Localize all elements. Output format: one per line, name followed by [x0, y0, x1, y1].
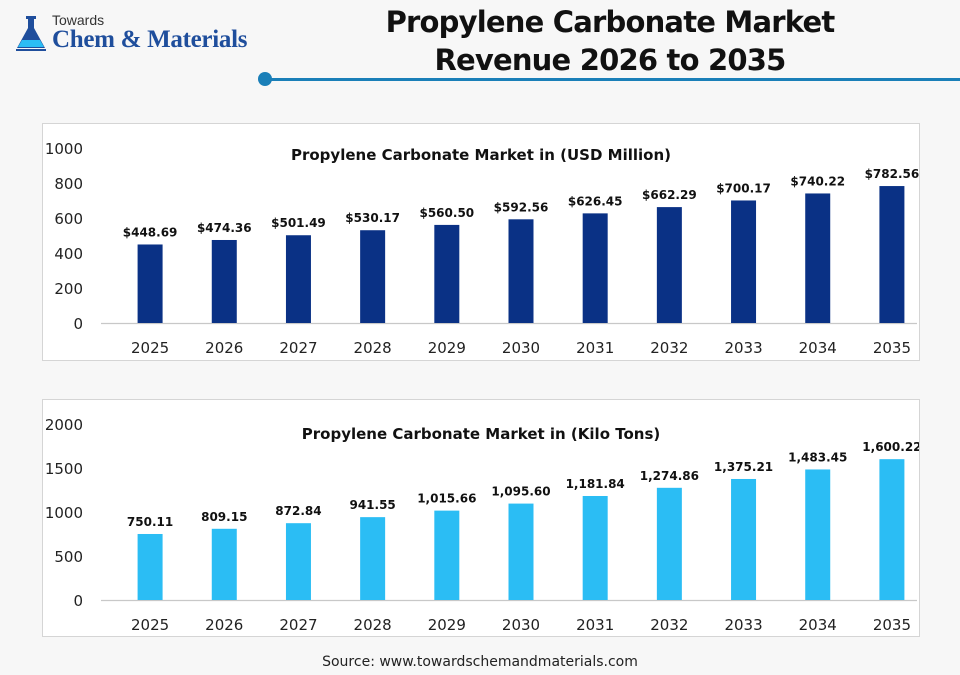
bar: [211, 239, 237, 323]
volume-chart-panel: 0 500 1000 1500 2000 Propylene Carbonate Mark…: [42, 399, 920, 637]
data-label: $782.56: [865, 167, 919, 181]
revenue-chart-panel: 0 200 400 600 800 1000 Propylene Carbonate Mar…: [42, 123, 920, 361]
x-tick-label: 2032: [650, 616, 688, 634]
y-tick-label: 1000: [45, 140, 83, 158]
bar: [656, 207, 682, 323]
bar: [731, 200, 757, 323]
y-tick-label: 0: [73, 315, 83, 333]
bar: [656, 487, 682, 600]
y-tick-label: 800: [54, 175, 83, 193]
bar: [434, 224, 460, 323]
bar: [879, 186, 905, 323]
x-tick-label: 2025: [131, 339, 169, 357]
x-tick-label: 2026: [205, 339, 243, 357]
x-tick-label: 2025: [131, 616, 169, 634]
data-label: 1,274.86: [640, 469, 699, 483]
bar: [582, 213, 608, 323]
data-label: 750.11: [127, 515, 173, 529]
data-label: 1,015.66: [417, 492, 476, 506]
y-tick-label: 0: [73, 592, 83, 610]
bar: [805, 469, 831, 600]
data-label: $474.36: [197, 221, 252, 235]
data-label: $501.49: [271, 216, 326, 230]
x-tick-label: 2034: [799, 339, 837, 357]
data-label: 1,375.21: [714, 460, 773, 474]
x-tick-label: 2032: [650, 339, 688, 357]
data-label: $662.29: [642, 188, 697, 202]
y-tick-label: 600: [54, 210, 83, 228]
bar: [582, 495, 608, 600]
data-label: 809.15: [201, 510, 247, 524]
bar: [285, 523, 311, 600]
bar: [434, 510, 460, 600]
data-label: 941.55: [349, 498, 395, 512]
y-tick-label: 500: [54, 548, 83, 566]
bar: [879, 459, 905, 600]
x-tick-label: 2029: [428, 616, 466, 634]
x-tick-label: 2035: [873, 339, 911, 357]
logo-brand: Chem & Materials: [52, 26, 248, 53]
x-tick-label: 2028: [354, 616, 392, 634]
header-rule-dot: [258, 72, 272, 86]
y-tick-label: 1500: [45, 460, 83, 478]
x-tick-label: 2030: [502, 339, 540, 357]
data-label: 1,095.60: [491, 485, 550, 499]
data-label: 1,483.45: [788, 450, 847, 464]
x-tick-label: 2031: [576, 339, 614, 357]
bar: [508, 503, 534, 600]
page-title: Propylene Carbonate Market Revenue 2026 …: [330, 3, 890, 79]
flask-icon: [16, 16, 46, 51]
source-note: Source: www.towardschemandmaterials.com: [322, 654, 638, 670]
title-line-2: Revenue 2026 to 2035: [434, 43, 786, 77]
logo-tagline: Towards: [52, 12, 105, 28]
x-tick-label: 2027: [279, 339, 317, 357]
x-tick-label: 2026: [205, 616, 243, 634]
y-tick-label: 1000: [45, 504, 83, 522]
chart-title: Propylene Carbonate Market in (USD Milli…: [291, 146, 671, 164]
x-tick-label: 2028: [354, 339, 392, 357]
data-label: $740.22: [790, 174, 845, 188]
data-label: $700.17: [716, 181, 771, 195]
data-label: $530.17: [345, 211, 400, 225]
x-tick-label: 2031: [576, 616, 614, 634]
bar: [285, 235, 311, 323]
x-tick-label: 2035: [873, 616, 911, 634]
data-label: $560.50: [419, 206, 474, 220]
y-tick-label: 2000: [45, 416, 83, 434]
data-label: $626.45: [568, 194, 623, 208]
x-tick-label: 2027: [279, 616, 317, 634]
revenue-chart: 0 200 400 600 800 1000 Propylene Carbonate Mar…: [45, 140, 919, 357]
x-tick-label: 2030: [502, 616, 540, 634]
bar: [211, 528, 237, 600]
x-tick-label: 2033: [724, 339, 762, 357]
bar: [137, 244, 163, 323]
data-label: 872.84: [275, 504, 321, 518]
logo: Towards Chem & Materials: [14, 10, 264, 58]
bar: [805, 193, 831, 323]
bar: [731, 478, 757, 600]
data-label: $592.56: [494, 200, 549, 214]
bar: [508, 219, 534, 323]
x-tick-label: 2033: [724, 616, 762, 634]
bar: [137, 533, 163, 600]
data-label: 1,181.84: [566, 477, 625, 491]
y-tick-label: 200: [54, 280, 83, 298]
data-label: 1,600.22: [862, 440, 919, 454]
bar: [360, 230, 386, 323]
y-tick-label: 400: [54, 245, 83, 263]
chart-title: Propylene Carbonate Market in (Kilo Tons…: [302, 425, 660, 443]
volume-chart: 0 500 1000 1500 2000 Propylene Carbonate Mark…: [45, 416, 919, 634]
title-line-1: Propylene Carbonate Market: [385, 5, 836, 39]
x-tick-label: 2034: [799, 616, 837, 634]
bar: [360, 517, 386, 600]
header-rule: [260, 78, 960, 81]
x-tick-label: 2029: [428, 339, 466, 357]
data-label: $448.69: [123, 225, 178, 239]
